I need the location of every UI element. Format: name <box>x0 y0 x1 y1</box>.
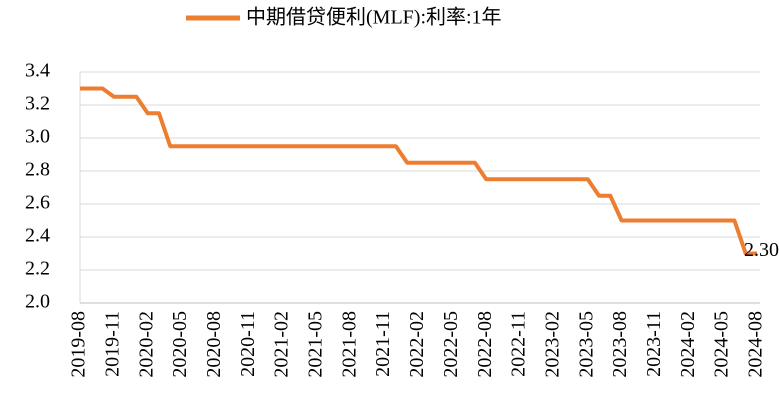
y-tick-label: 3.2 <box>25 93 50 115</box>
x-tick-label: 2020-05 <box>169 311 191 378</box>
x-tick-label: 2024-02 <box>677 311 699 378</box>
y-tick-label: 3.4 <box>25 60 50 82</box>
x-tick-label: 2023-11 <box>643 311 665 377</box>
x-tick-label: 2021-05 <box>305 311 327 378</box>
legend-label: 中期借贷便利(MLF):利率:1年 <box>246 6 502 29</box>
x-tick-label: 2021-02 <box>271 311 293 378</box>
y-tick-label: 3.0 <box>25 126 50 148</box>
x-tick-label: 2021-08 <box>338 311 360 378</box>
line-series <box>80 86 757 256</box>
x-tick-label: 2024-08 <box>745 311 767 378</box>
x-tick-label: 2019-11 <box>101 311 123 377</box>
x-tick-label: 2023-02 <box>541 311 563 378</box>
y-tick-label: 2.6 <box>25 192 50 214</box>
x-tick-label: 2022-11 <box>508 311 530 377</box>
y-tick-label: 2.4 <box>25 225 50 247</box>
x-tick-label: 2022-08 <box>474 311 496 378</box>
x-tick-label: 2020-02 <box>135 311 157 378</box>
x-tick-label: 2020-08 <box>203 311 225 378</box>
y-tick-label: 2.2 <box>25 258 50 280</box>
data-label: 2.30 <box>744 239 779 261</box>
x-tick-label: 2021-11 <box>372 311 394 377</box>
x-tick-label: 2019-08 <box>68 311 90 378</box>
x-tick-label: 2023-08 <box>609 311 631 378</box>
x-tick-label: 2020-11 <box>237 311 259 377</box>
x-tick-label: 2022-05 <box>440 311 462 378</box>
y-tick-label: 2.8 <box>25 159 50 181</box>
x-tick-label: 2022-02 <box>406 311 428 378</box>
y-tick-label: 2.0 <box>25 291 50 313</box>
x-tick-label: 2023-05 <box>575 311 597 378</box>
x-tick-label: 2024-05 <box>711 311 733 378</box>
